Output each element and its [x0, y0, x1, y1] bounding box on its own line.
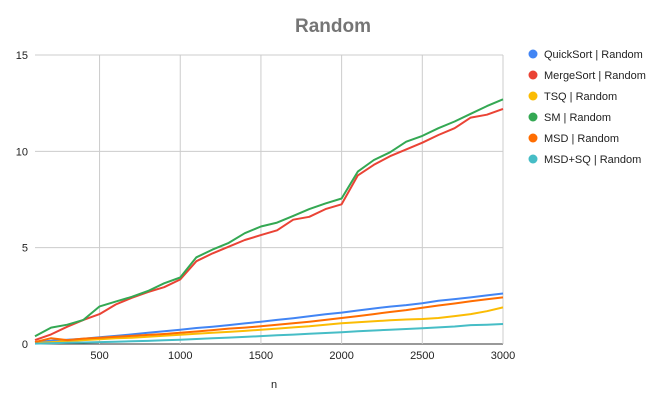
chart-title: Random: [295, 16, 371, 37]
series-line-3: [34, 306, 504, 344]
x-tick-label: 3000: [491, 350, 515, 362]
gridlines: [35, 54, 504, 345]
legend-label: TSQ | Random: [544, 91, 617, 103]
legend-label: MSD+SQ | Random: [544, 154, 641, 166]
legend-label: SM | Random: [544, 112, 611, 124]
legend: QuickSort | Random MergeSort | Random TSQ …: [528, 49, 646, 166]
legend-marker: [528, 133, 538, 143]
y-tick-label: 0: [22, 339, 28, 351]
y-tick-label: 5: [22, 243, 28, 255]
legend-marker: [528, 154, 538, 164]
legend-label: QuickSort | Random: [544, 49, 643, 61]
x-tick-label: 2500: [410, 350, 434, 362]
series-line-6: [34, 323, 504, 345]
series-line-4: [34, 98, 504, 338]
x-axis: 500 1000 1500 2000 2500 3000: [90, 350, 515, 362]
x-tick-label: 500: [90, 350, 108, 362]
y-tick-label: 15: [16, 50, 28, 62]
y-axis: 0 5 10 15: [16, 50, 28, 351]
series-lines: [34, 98, 504, 345]
legend-marker: [528, 70, 538, 80]
series-line-5: [34, 296, 504, 344]
legend-label: MergeSort | Random: [544, 70, 646, 82]
x-tick-label: 1500: [249, 350, 273, 362]
x-tick-label: 2000: [329, 350, 353, 362]
x-tick-label: 1000: [168, 350, 192, 362]
legend-marker: [528, 49, 538, 59]
legend-marker: [528, 112, 538, 122]
series-line-2: [34, 107, 504, 342]
legend-marker: [528, 91, 538, 101]
legend-label: MSD | Random: [544, 133, 619, 145]
y-tick-label: 10: [16, 146, 28, 158]
x-axis-label: n: [271, 379, 277, 391]
